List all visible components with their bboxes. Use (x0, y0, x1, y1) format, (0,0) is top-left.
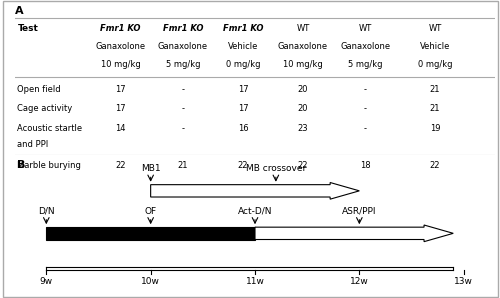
Text: 21: 21 (178, 161, 188, 170)
Text: 18: 18 (360, 161, 370, 170)
Text: 19: 19 (430, 124, 440, 133)
Text: 11w: 11w (246, 277, 264, 285)
Text: 10 mg/kg: 10 mg/kg (283, 60, 323, 69)
Text: 23: 23 (298, 124, 308, 133)
Text: 20: 20 (298, 104, 308, 113)
Text: D/N: D/N (38, 207, 54, 215)
Text: Act-D/N: Act-D/N (238, 207, 272, 215)
Text: 22: 22 (116, 161, 126, 170)
Text: 16: 16 (238, 124, 248, 133)
Text: Fmr1 KO: Fmr1 KO (223, 24, 263, 33)
FancyArrow shape (46, 227, 255, 240)
Text: Marble burying: Marble burying (18, 161, 82, 170)
Text: 5 mg/kg: 5 mg/kg (348, 60, 382, 69)
Text: 17: 17 (238, 104, 248, 113)
Text: A: A (15, 6, 24, 16)
Text: 0 mg/kg: 0 mg/kg (226, 60, 260, 69)
Text: 10 mg/kg: 10 mg/kg (100, 60, 140, 69)
Text: Fmr1 KO: Fmr1 KO (163, 24, 203, 33)
Text: Cage activity: Cage activity (18, 104, 72, 113)
Text: OF: OF (144, 207, 156, 215)
Text: 20: 20 (298, 85, 308, 94)
Text: 22: 22 (430, 161, 440, 170)
Text: B: B (17, 160, 25, 170)
Text: -: - (182, 124, 184, 133)
Text: WT: WT (296, 24, 310, 33)
Text: -: - (364, 85, 367, 94)
Text: -: - (182, 104, 184, 113)
Text: 10w: 10w (141, 277, 160, 285)
Text: Open field: Open field (18, 85, 61, 94)
Text: 12w: 12w (350, 277, 368, 285)
Text: and PPI: and PPI (18, 140, 48, 149)
Text: 5 mg/kg: 5 mg/kg (166, 60, 200, 69)
Text: MB crossover: MB crossover (246, 164, 306, 173)
Text: Ganaxolone: Ganaxolone (96, 42, 146, 51)
Text: Acoustic startle: Acoustic startle (18, 124, 82, 133)
Text: WT: WT (359, 24, 372, 33)
Text: MB1: MB1 (141, 164, 161, 173)
Text: Vehicle: Vehicle (420, 42, 450, 51)
FancyArrow shape (150, 182, 360, 199)
Text: WT: WT (428, 24, 442, 33)
Text: Ganaxolone: Ganaxolone (158, 42, 208, 51)
Text: Fmr1 KO: Fmr1 KO (100, 24, 141, 33)
FancyArrow shape (255, 225, 454, 242)
Text: Ganaxolone: Ganaxolone (278, 42, 328, 51)
Text: 17: 17 (116, 85, 126, 94)
Text: 22: 22 (238, 161, 248, 170)
Text: -: - (364, 124, 367, 133)
Text: Vehicle: Vehicle (228, 42, 258, 51)
Text: Test: Test (18, 24, 38, 33)
Text: 21: 21 (430, 104, 440, 113)
Text: 14: 14 (116, 124, 126, 133)
Text: 21: 21 (430, 85, 440, 94)
Text: -: - (182, 85, 184, 94)
Text: -: - (364, 104, 367, 113)
Text: 17: 17 (238, 85, 248, 94)
Text: 9w: 9w (40, 277, 53, 285)
Text: Ganaxolone: Ganaxolone (340, 42, 390, 51)
Text: 0 mg/kg: 0 mg/kg (418, 60, 452, 69)
Text: 22: 22 (298, 161, 308, 170)
Text: 13w: 13w (454, 277, 473, 285)
Text: ASR/PPI: ASR/PPI (342, 207, 376, 215)
Text: 17: 17 (116, 104, 126, 113)
